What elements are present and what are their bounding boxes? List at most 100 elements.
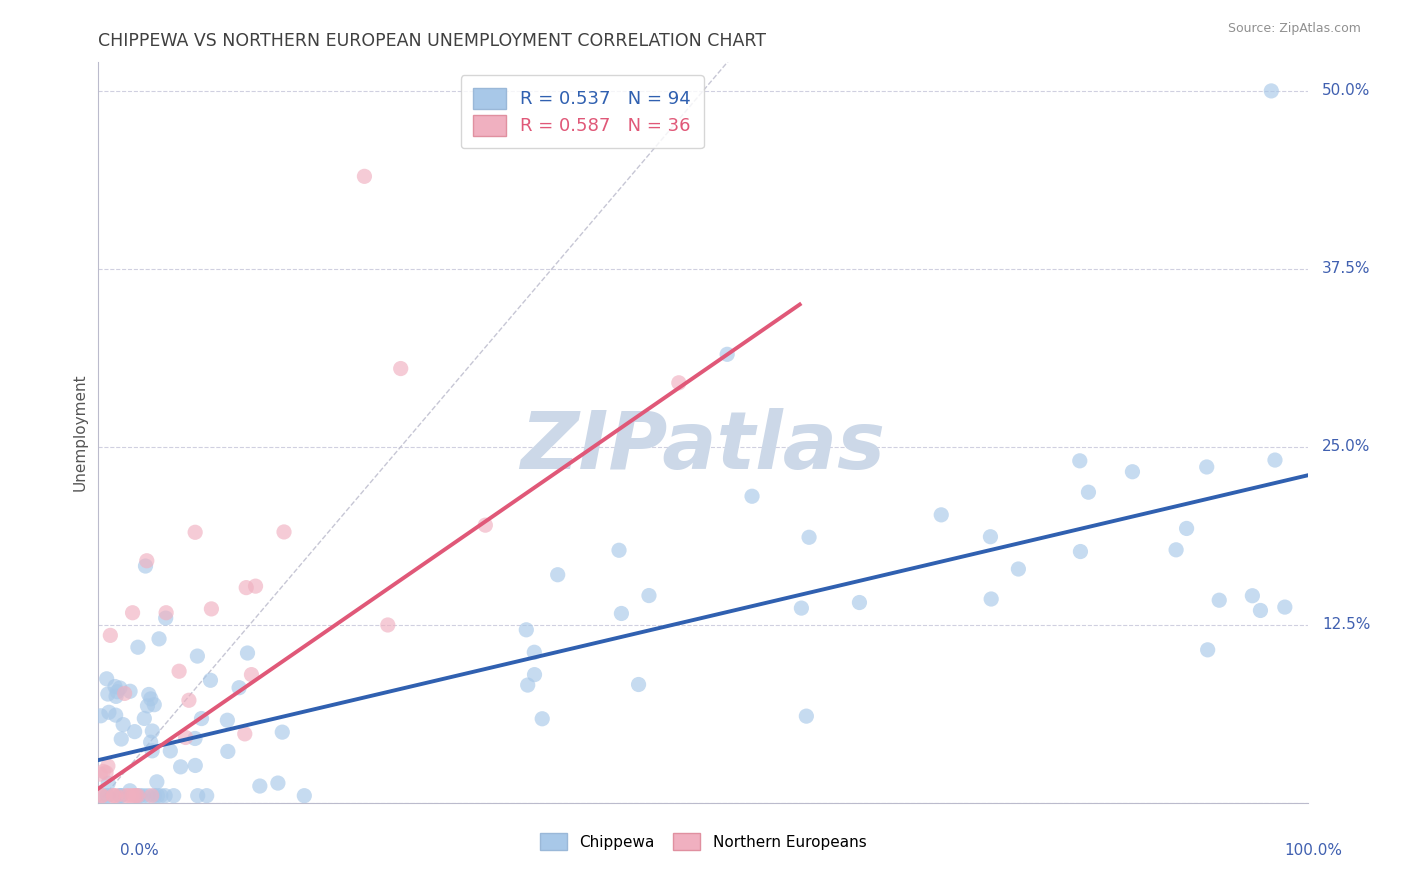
Point [98,628,121,642]
Point [110,789,132,803]
Point [184,758,207,772]
Point [97,706,120,720]
Point [125,789,148,803]
Point [136,789,159,803]
Point [134,559,156,574]
Point [143,789,166,803]
Text: ZIPatlas: ZIPatlas [520,409,886,486]
Point [155,611,177,625]
Point [638,589,661,603]
Point [110,732,132,747]
Point [118,784,141,798]
Point [105,684,128,698]
Point [120,684,142,698]
Point [139,735,162,749]
Point [149,789,172,803]
Point [141,744,163,758]
Point [1007,562,1029,576]
Point [125,789,148,803]
Text: Source: ZipAtlas.com: Source: ZipAtlas.com [1227,22,1361,36]
Point [1175,521,1198,535]
Point [741,489,763,503]
Point [271,725,294,739]
Point [187,789,209,803]
Point [790,601,813,615]
Text: CHIPPEWA VS NORTHERN EUROPEAN UNEMPLOYMENT CORRELATION CHART: CHIPPEWA VS NORTHERN EUROPEAN UNEMPLOYME… [98,32,766,50]
Text: 50.0%: 50.0% [1322,84,1371,98]
Point [217,744,239,758]
Point [627,677,650,691]
Point [90,789,112,803]
Point [195,789,218,803]
Point [1260,84,1282,98]
Text: 25.0%: 25.0% [1322,440,1371,454]
Point [141,789,163,803]
Point [235,581,257,595]
Text: 37.5%: 37.5% [1322,261,1371,277]
Text: 100.0%: 100.0% [1285,843,1343,858]
Point [474,518,496,533]
Point [186,649,208,664]
Point [1121,465,1143,479]
Point [1274,600,1296,615]
Point [1208,593,1230,607]
Point [155,606,177,620]
Point [124,724,146,739]
Point [96,789,118,803]
Point [273,524,295,539]
Point [169,760,191,774]
Point [128,789,150,803]
Point [184,525,207,540]
Point [190,712,212,726]
Point [1077,485,1099,500]
Point [138,688,160,702]
Point [135,554,157,568]
Point [90,789,112,803]
Point [174,731,197,745]
Point [132,789,155,803]
Point [122,789,145,803]
Point [136,698,159,713]
Point [153,789,176,803]
Point [245,579,267,593]
Point [104,708,127,723]
Point [353,169,375,184]
Point [200,673,222,688]
Point [980,592,1002,607]
Point [1069,544,1091,558]
Point [523,667,546,681]
Point [848,595,870,609]
Point [515,623,537,637]
Point [89,767,111,781]
Point [105,690,128,704]
Point [267,776,290,790]
Point [233,727,256,741]
Point [159,744,181,758]
Point [127,789,149,803]
Point [114,686,136,700]
Point [292,789,315,803]
Point [110,789,132,803]
Point [97,789,120,803]
Point [90,708,112,723]
Point [96,672,118,686]
Point [97,687,120,701]
Point [389,361,412,376]
Point [516,678,538,692]
Point [97,776,120,790]
Legend: Chippewa, Northern Europeans: Chippewa, Northern Europeans [531,825,875,858]
Point [531,712,554,726]
Point [177,693,200,707]
Point [141,724,163,739]
Point [108,681,131,695]
Point [163,789,186,803]
Point [94,765,117,780]
Point [236,646,259,660]
Point [1069,454,1091,468]
Point [108,789,131,803]
Point [610,607,633,621]
Point [547,567,569,582]
Point [91,764,114,779]
Point [377,618,399,632]
Y-axis label: Unemployment: Unemployment [72,374,87,491]
